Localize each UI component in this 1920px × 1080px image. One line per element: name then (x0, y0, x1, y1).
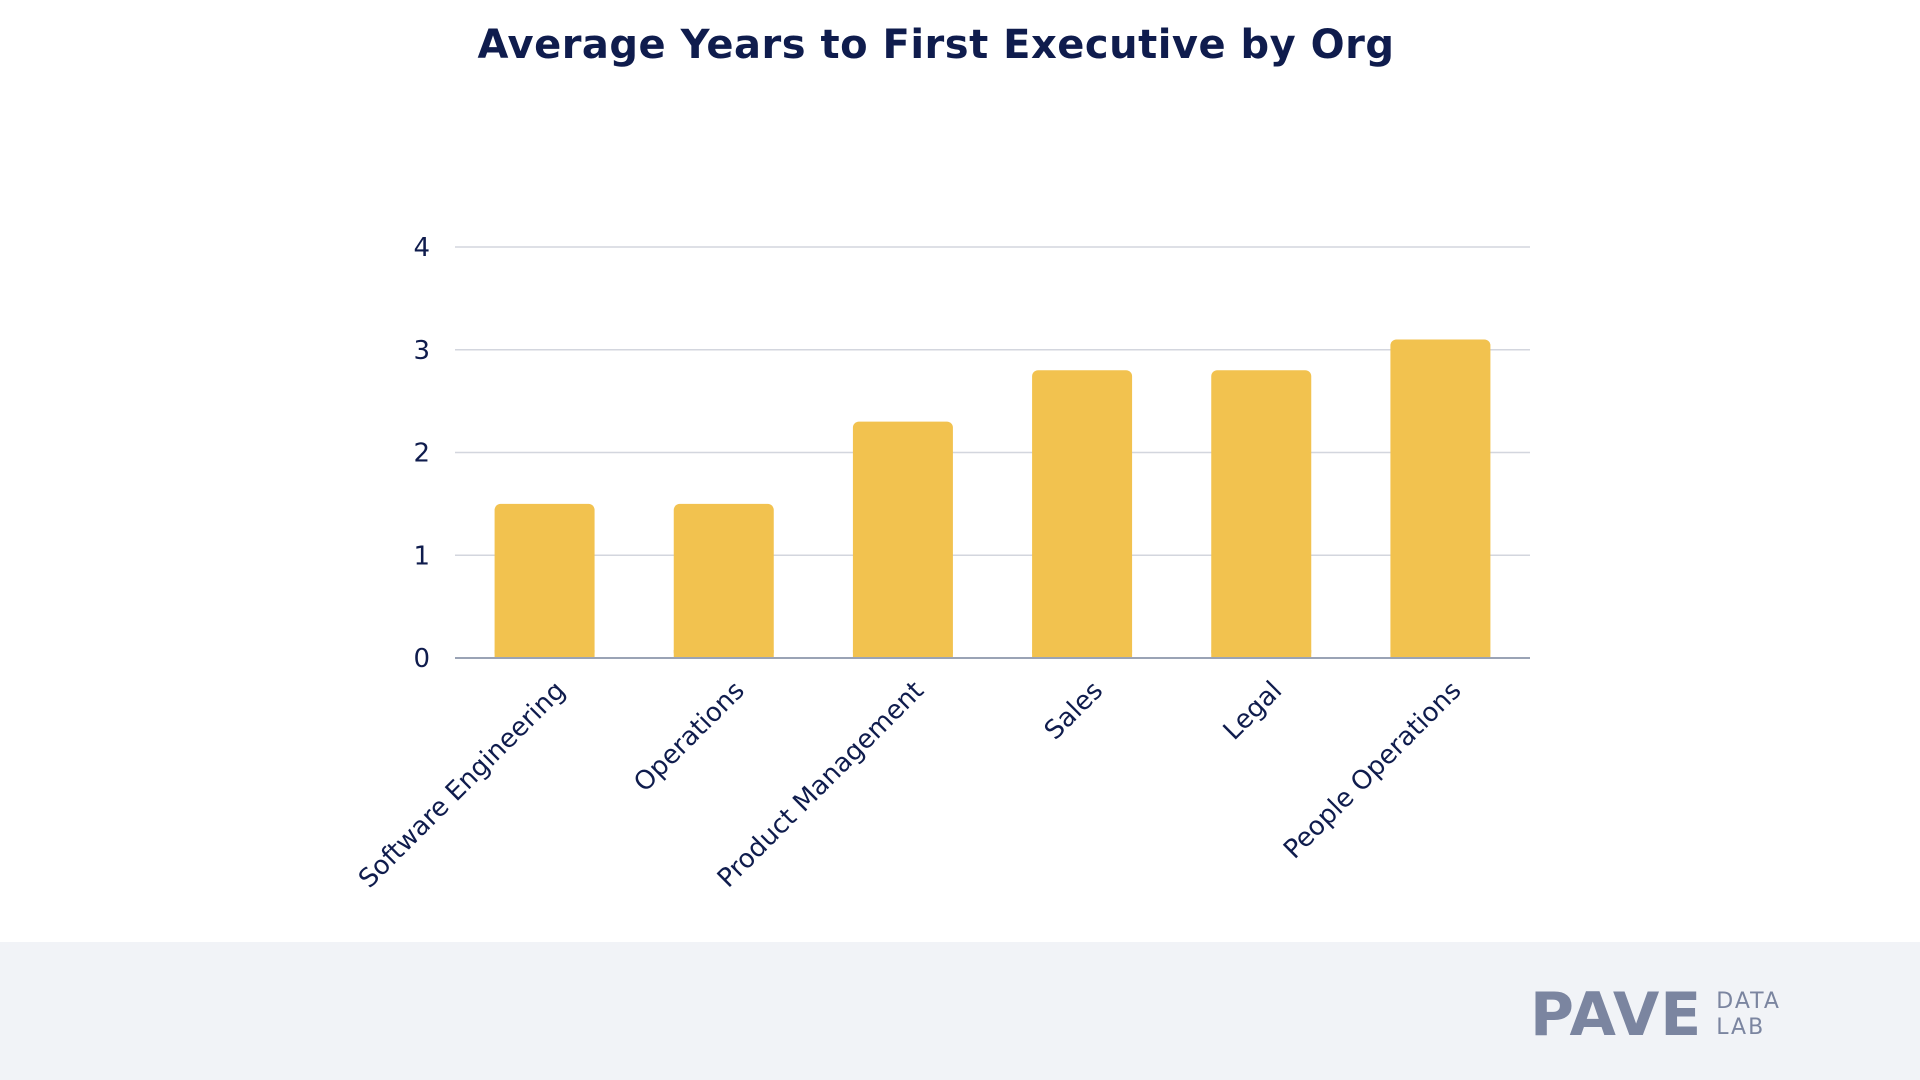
y-tick-label: 4 (413, 233, 430, 263)
x-tick-label: Sales (1039, 676, 1109, 746)
x-tick-label: Software Engineering (353, 676, 571, 894)
chart-title: Average Years to First Executive by Org (477, 22, 1395, 68)
bar-base (1032, 650, 1133, 658)
y-tick-label: 2 (413, 439, 430, 469)
bar-software-engineering (494, 503, 595, 658)
logo-sub-line-2: LAB (1716, 1015, 1766, 1040)
bar-base (673, 650, 774, 658)
bar-sales (1032, 370, 1133, 658)
y-tick-label: 3 (413, 336, 430, 366)
bar-product-management (852, 421, 953, 658)
grid-lines (455, 246, 1530, 556)
x-tick-label: Legal (1218, 676, 1288, 746)
y-axis-ticks: 0 1 2 3 4 (413, 233, 430, 674)
x-tick-label: People Operations (1278, 676, 1467, 865)
bar-chart: 0 1 2 3 4 Software Engineering OperationsProd… (353, 233, 1530, 894)
x-tick-label: Product Management (712, 676, 930, 894)
bar-people-operations (1390, 339, 1491, 658)
footer-band (0, 942, 1920, 1080)
logo-subtext: DATA LAB (1716, 989, 1781, 1041)
bar-base (494, 650, 595, 658)
pave-data-lab-logo: PAVE DATA LAB (1530, 985, 1781, 1045)
logo-sub-line-1: DATA (1716, 989, 1781, 1014)
bar-base (852, 650, 953, 658)
logo-wordmark: PAVE (1530, 980, 1703, 1050)
bar-operations (673, 503, 774, 658)
y-tick-label: 0 (413, 644, 430, 674)
y-tick-label: 1 (413, 541, 430, 571)
bar-legal (1211, 370, 1312, 658)
bar-base (1390, 650, 1491, 658)
bars (494, 339, 1491, 658)
bar-base (1211, 650, 1312, 658)
x-tick-label: Operations (628, 676, 750, 798)
